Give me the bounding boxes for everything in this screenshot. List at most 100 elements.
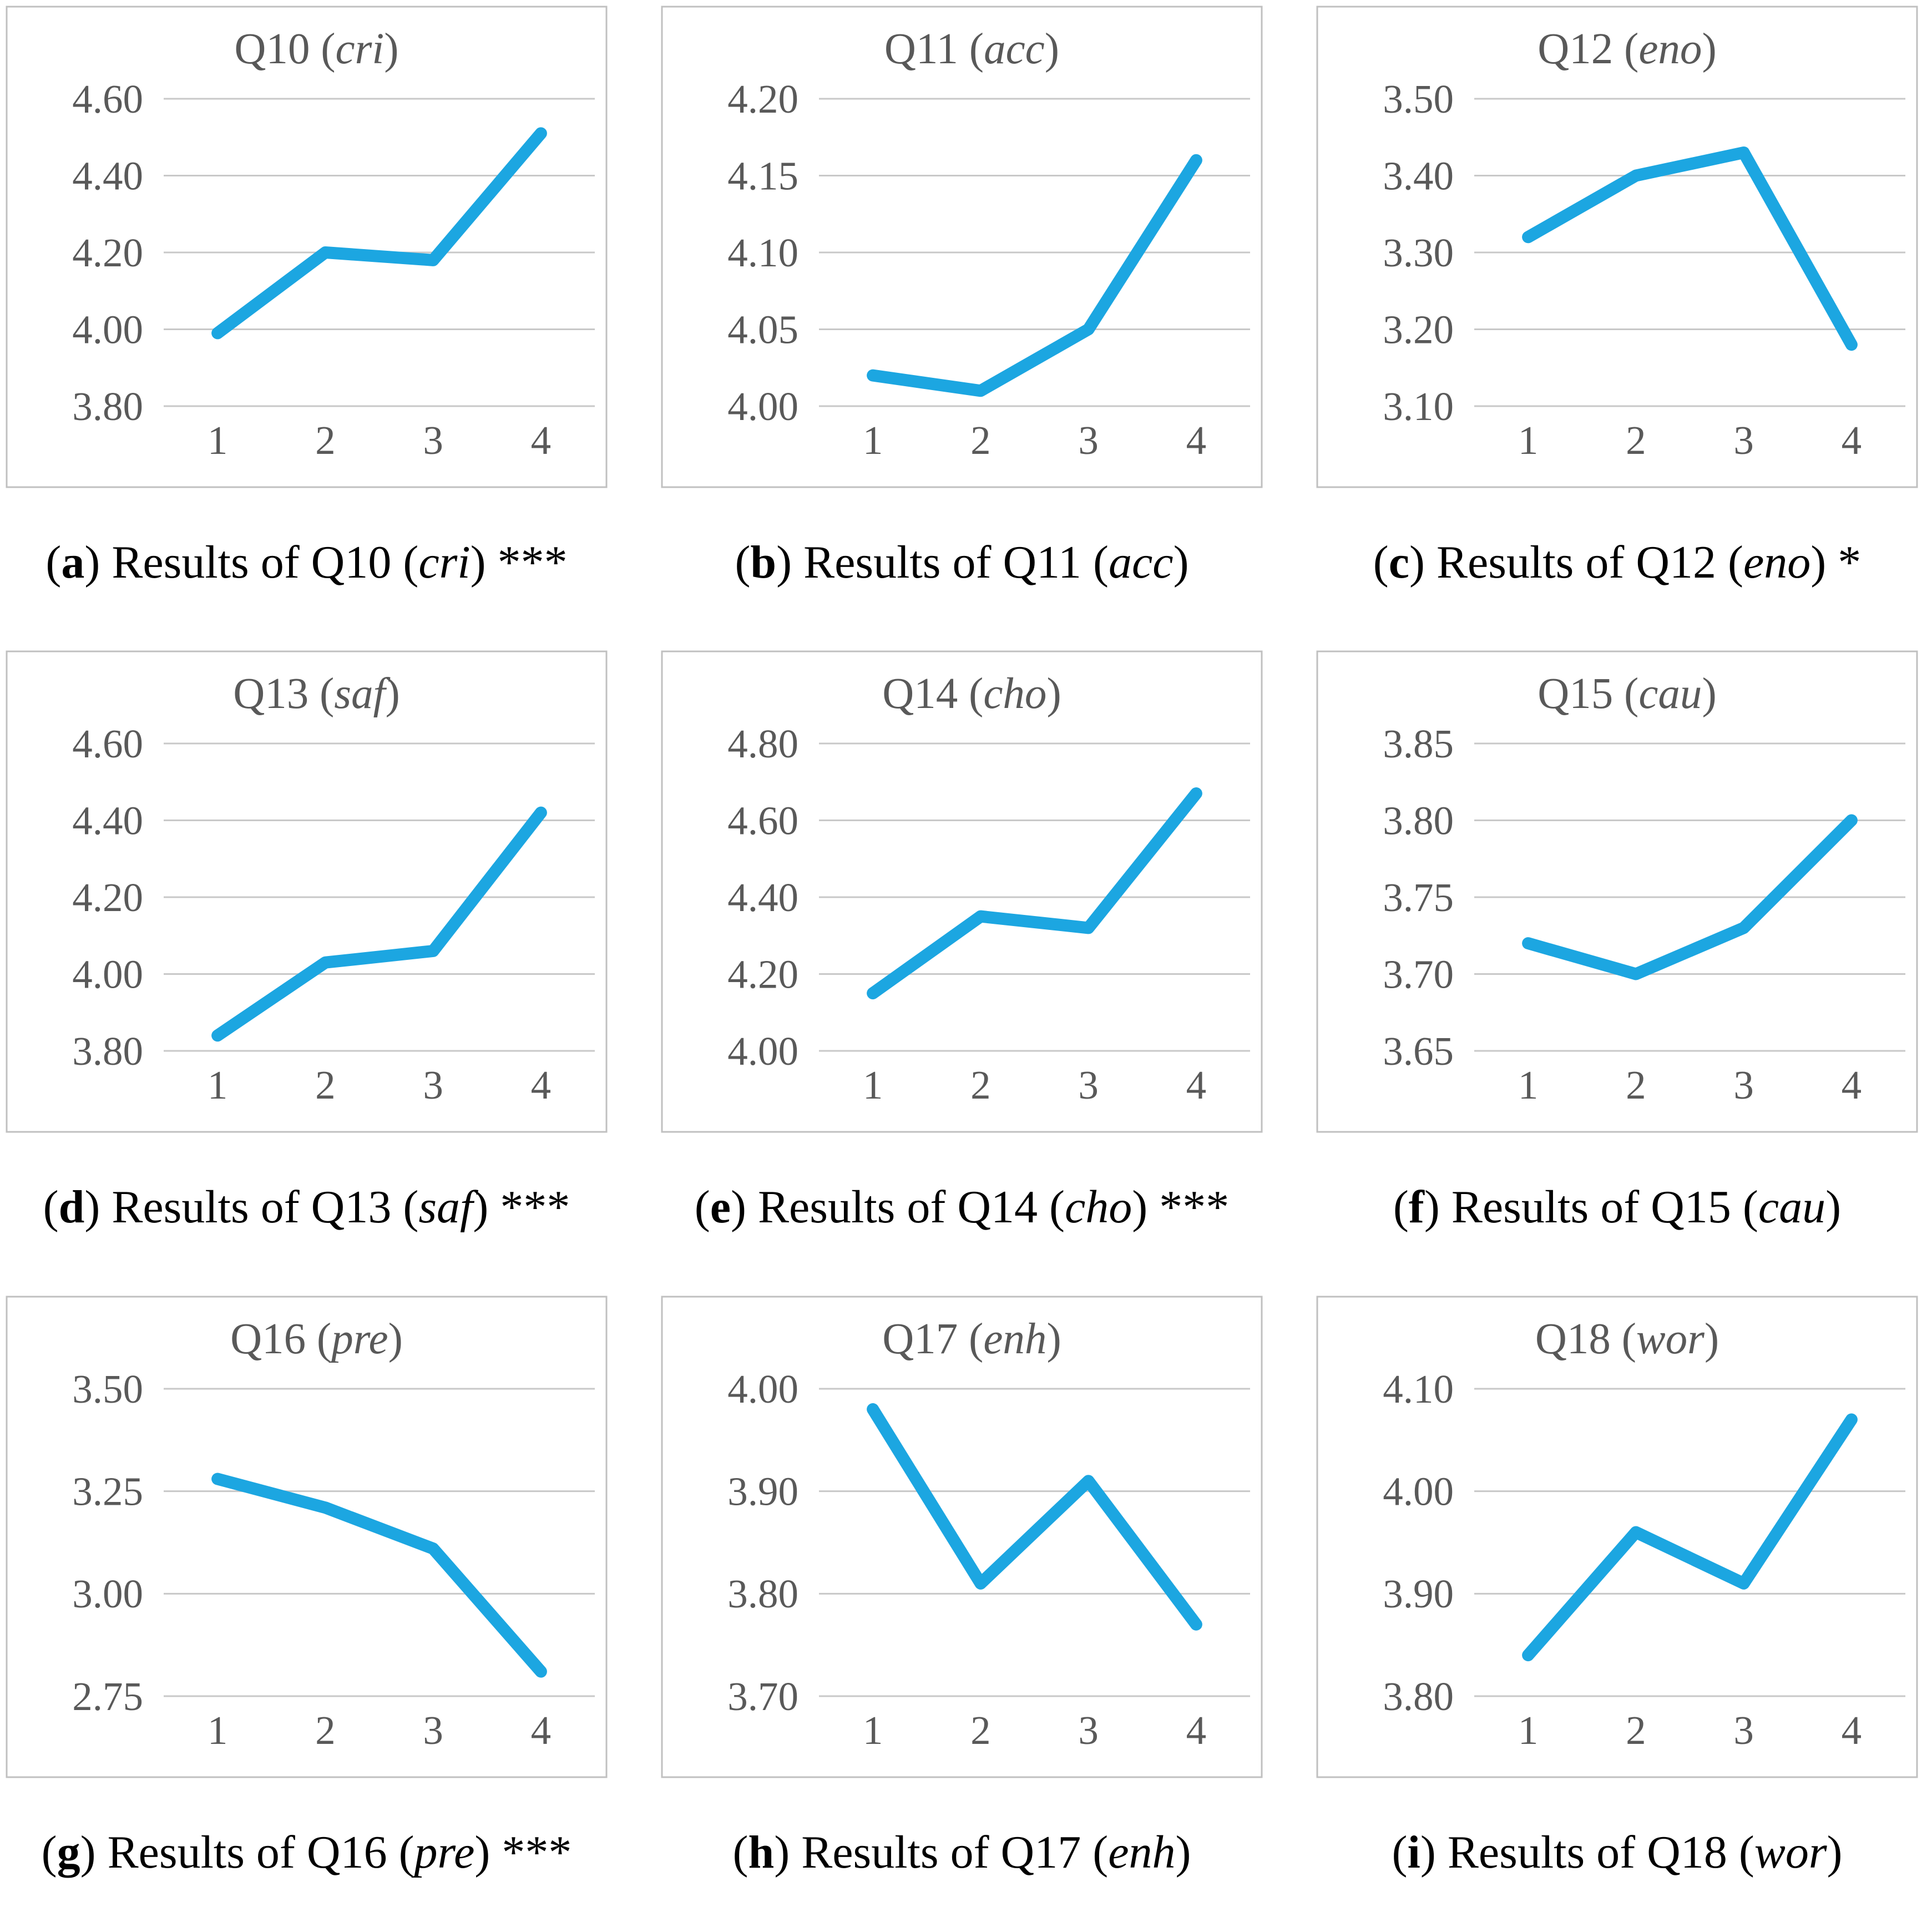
caption-body: Results of Q16 (107, 1826, 387, 1878)
x-axis-tick-label: 4 (531, 1063, 552, 1107)
chart-cell-q11: 4.20 4.15 4.10 4.05 4.00 1 2 3 4 Q11 (acc) (b) Re… (661, 6, 1263, 588)
y-axis-tick-label: 4.20 (727, 77, 798, 122)
chart-title: Q15 (cau) (1537, 670, 1717, 718)
data-line (211, 807, 547, 1042)
caption-letter: b (750, 537, 777, 588)
data-line (867, 787, 1202, 1000)
x-axis-tick-label: 4 (1842, 418, 1862, 463)
chart-border (6, 6, 608, 488)
data-line (1522, 814, 1858, 980)
caption-code: enh (1108, 1826, 1176, 1878)
caption-stars: *** (502, 1826, 572, 1878)
data-line (211, 127, 547, 340)
x-axis-tick-label: 4 (1186, 418, 1207, 463)
chart-caption-q10: (a) Results of Q10 (cri) *** (45, 537, 568, 588)
x-axis-tick-label: 1 (1518, 1708, 1539, 1753)
y-axis-tick-label: 4.10 (1383, 1367, 1454, 1412)
y-axis-tick-label: 3.00 (72, 1571, 143, 1616)
y-axis-tick-label: 4.00 (72, 952, 143, 997)
chart-cell-q14: 4.80 4.60 4.40 4.20 4.00 1 2 3 4 Q14 (cho) (e) Re… (661, 650, 1263, 1233)
y-axis-tick-label: 3.20 (1383, 307, 1454, 352)
y-axis-tick-label: 3.30 (1383, 230, 1454, 275)
line-chart-q18-wor: 4.10 4.00 3.90 3.80 1 2 3 4 Q18 (wor) (1316, 1295, 1918, 1778)
line-chart-q10-cri: 4.60 4.40 4.20 4.00 3.80 1 2 3 4 Q10 (cri) (6, 6, 608, 488)
x-axis-tick-label: 3 (423, 1708, 443, 1753)
chart-cell-q15: 3.85 3.80 3.75 3.70 3.65 1 2 3 4 Q15 (cau) (f) Re… (1316, 650, 1918, 1233)
chart-caption-q13: (d) Results of Q13 (saf) *** (43, 1181, 570, 1233)
x-axis-tick-label: 4 (531, 418, 552, 463)
line-chart-q15-cau: 3.85 3.80 3.75 3.70 3.65 1 2 3 4 Q15 (cau) (1316, 650, 1918, 1134)
caption-letter: a (61, 537, 85, 588)
y-axis-tick-label: 3.75 (1383, 875, 1454, 920)
chart-caption-q15: (f) Results of Q15 (cau) (1393, 1181, 1842, 1233)
y-axis-tick-label: 3.70 (727, 1674, 798, 1719)
x-axis-tick-label: 2 (970, 418, 991, 463)
y-axis-tick-label: 3.80 (1383, 798, 1454, 843)
y-axis-tick-label: 4.20 (72, 230, 143, 275)
x-axis-tick-label: 2 (1626, 1063, 1646, 1107)
caption-code: cri (418, 537, 471, 588)
line-chart-q16-pre: 3.50 3.25 3.00 2.75 1 2 3 4 Q16 (pre) (6, 1295, 608, 1778)
data-line (867, 1403, 1202, 1631)
chart-border (1316, 650, 1918, 1133)
x-axis-tick-label: 4 (1842, 1063, 1862, 1107)
y-axis-tick-label: 4.00 (72, 307, 143, 352)
chart-caption-q14: (e) Results of Q14 (cho) *** (694, 1181, 1230, 1233)
chart-title: Q14 (cho) (882, 670, 1061, 718)
y-axis-tick-label: 4.15 (727, 153, 798, 198)
data-line (867, 154, 1202, 397)
y-axis-tick-label: 3.80 (72, 384, 143, 429)
y-axis-tick-label: 3.50 (1383, 77, 1454, 122)
caption-code: wor (1754, 1826, 1827, 1878)
y-axis-tick-label: 2.75 (72, 1674, 143, 1719)
caption-stars: * (1838, 537, 1862, 588)
chart-caption-q11: (b) Results of Q11 (acc) (735, 537, 1189, 588)
y-axis-tick-label: 4.40 (727, 875, 798, 920)
y-axis-tick-label: 3.85 (1383, 721, 1454, 766)
caption-letter: c (1388, 537, 1410, 588)
chart-cell-q16: 3.50 3.25 3.00 2.75 1 2 3 4 Q16 (pre) (g) Result… (6, 1295, 608, 1878)
line-chart-q17-enh: 4.00 3.90 3.80 3.70 1 2 3 4 Q17 (enh) (661, 1295, 1263, 1778)
x-axis-tick-label: 2 (1626, 418, 1646, 463)
x-axis-tick-label: 3 (423, 418, 443, 463)
caption-stars: *** (497, 537, 568, 588)
x-axis-tick-label: 2 (315, 1708, 336, 1753)
x-axis-tick-label: 1 (1518, 418, 1539, 463)
data-line (1522, 1413, 1858, 1661)
y-axis-tick-label: 4.80 (727, 721, 798, 766)
chart-border (661, 6, 1263, 488)
x-axis-tick-label: 4 (531, 1708, 552, 1753)
y-axis-tick-label: 4.40 (72, 153, 143, 198)
x-axis-tick-label: 1 (208, 1063, 228, 1107)
caption-letter: g (57, 1826, 80, 1878)
x-axis-tick-label: 2 (315, 418, 336, 463)
chart-border (661, 650, 1263, 1133)
caption-body: Results of Q18 (1447, 1826, 1727, 1878)
chart-cell-q12: 3.50 3.40 3.30 3.20 3.10 1 2 3 4 Q12 (eno) (c) Re… (1316, 6, 1918, 588)
y-axis-tick-label: 4.60 (72, 77, 143, 122)
x-axis-tick-label: 3 (423, 1063, 443, 1107)
y-axis-tick-label: 4.20 (727, 952, 798, 997)
caption-letter: i (1407, 1826, 1420, 1878)
caption-stars: *** (1159, 1181, 1230, 1233)
chart-caption-q18: (i) Results of Q18 (wor) (1392, 1826, 1843, 1878)
y-axis-tick-label: 4.00 (727, 1367, 798, 1412)
y-axis-tick-label: 4.00 (1383, 1469, 1454, 1514)
y-axis-tick-label: 4.00 (727, 384, 798, 429)
x-axis-tick-label: 4 (1186, 1708, 1207, 1753)
x-axis-tick-label: 1 (208, 1708, 228, 1753)
chart-caption-q17: (h) Results of Q17 (enh) (732, 1826, 1191, 1878)
chart-border (1316, 6, 1918, 488)
y-axis-tick-label: 3.80 (72, 1029, 143, 1074)
caption-code: cho (1064, 1181, 1132, 1233)
x-axis-tick-label: 2 (1626, 1708, 1646, 1753)
chart-title: Q13 (saf) (233, 670, 400, 718)
caption-code: cau (1758, 1181, 1826, 1233)
chart-border (1316, 1296, 1918, 1778)
chart-caption-q12: (c) Results of Q12 (eno) * (1373, 537, 1862, 588)
chart-title: Q11 (acc) (884, 25, 1059, 73)
chart-cell-q18: 4.10 4.00 3.90 3.80 1 2 3 4 Q18 (wor) (i) Result… (1316, 1295, 1918, 1878)
y-axis-tick-label: 3.70 (1383, 952, 1454, 997)
caption-body: Results of Q10 (112, 537, 392, 588)
caption-code: eno (1743, 537, 1811, 588)
